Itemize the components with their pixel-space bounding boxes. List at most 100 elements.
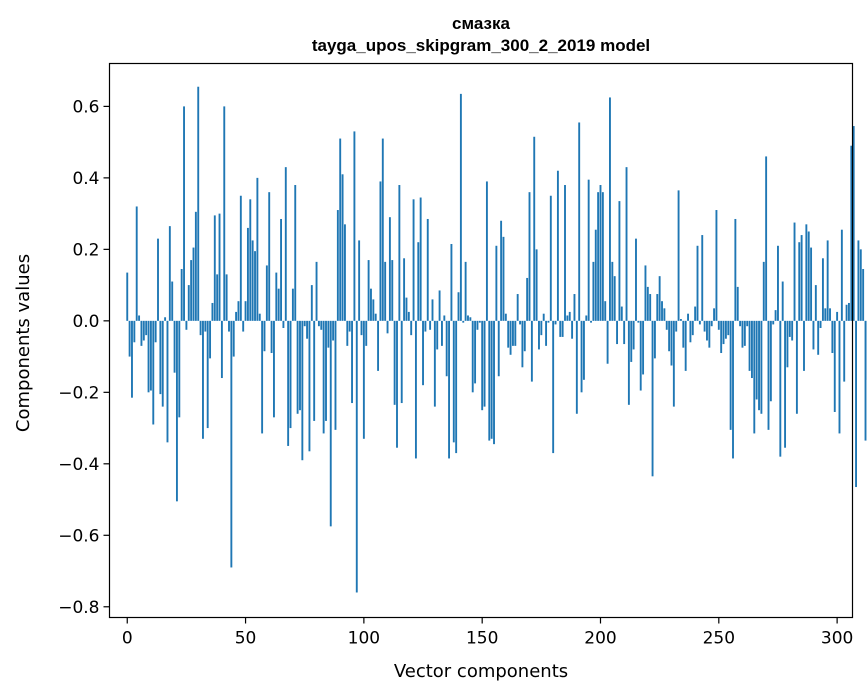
bar bbox=[228, 320, 230, 332]
bar bbox=[218, 213, 221, 321]
bar bbox=[616, 320, 618, 345]
bar bbox=[535, 249, 538, 321]
bar bbox=[601, 192, 604, 321]
bar bbox=[436, 320, 439, 350]
y-tick-label: −0.2 bbox=[58, 383, 99, 403]
bar bbox=[209, 320, 212, 359]
bar bbox=[194, 211, 197, 321]
bar bbox=[287, 320, 290, 446]
bar bbox=[670, 320, 673, 366]
bar bbox=[549, 195, 552, 321]
y-tick-label: −0.6 bbox=[58, 526, 99, 546]
bar bbox=[568, 311, 571, 321]
bar bbox=[183, 106, 185, 321]
bar bbox=[727, 320, 730, 336]
bar bbox=[313, 320, 316, 421]
chart-subtitle: tayga_upos_skipgram_300_2_2019 model bbox=[312, 36, 650, 55]
bar bbox=[138, 315, 141, 321]
bar bbox=[689, 320, 692, 343]
bar bbox=[850, 145, 853, 321]
bar bbox=[765, 156, 768, 321]
bar bbox=[379, 181, 382, 321]
bar bbox=[713, 308, 716, 321]
bar bbox=[533, 136, 536, 321]
bar bbox=[864, 320, 867, 441]
bar bbox=[552, 320, 555, 454]
bar bbox=[821, 258, 824, 321]
bar bbox=[564, 185, 566, 321]
bar bbox=[547, 320, 550, 323]
bar bbox=[732, 320, 734, 459]
bar bbox=[391, 260, 394, 321]
bar bbox=[438, 290, 441, 321]
bar bbox=[687, 313, 689, 321]
bar bbox=[152, 320, 155, 425]
bar bbox=[604, 301, 607, 321]
bar bbox=[270, 320, 273, 354]
bar bbox=[429, 320, 432, 330]
bar bbox=[154, 320, 157, 343]
bar bbox=[656, 294, 659, 321]
bar bbox=[445, 320, 448, 377]
bar bbox=[168, 226, 171, 321]
bar bbox=[232, 320, 235, 357]
bar bbox=[353, 131, 356, 321]
bar bbox=[838, 320, 841, 434]
bar bbox=[341, 174, 344, 321]
bar bbox=[251, 240, 254, 321]
bar bbox=[786, 320, 789, 368]
bar bbox=[843, 320, 846, 382]
bar bbox=[225, 274, 228, 321]
bar bbox=[708, 320, 711, 348]
bar bbox=[710, 320, 713, 327]
bar bbox=[509, 320, 512, 355]
bar bbox=[810, 247, 813, 321]
bar bbox=[180, 269, 183, 321]
bar bbox=[833, 320, 836, 412]
bar bbox=[289, 320, 292, 429]
bar bbox=[788, 320, 791, 337]
bar bbox=[393, 320, 396, 405]
bar bbox=[748, 320, 751, 371]
bar bbox=[190, 260, 193, 321]
bar bbox=[701, 235, 704, 321]
bar bbox=[680, 319, 682, 321]
bar bbox=[698, 320, 701, 325]
x-axis-ticks: 0 50 100 150 200 250 300 bbox=[122, 617, 853, 649]
bar bbox=[573, 294, 576, 321]
bar bbox=[760, 320, 763, 414]
bar bbox=[530, 320, 533, 382]
bar bbox=[493, 320, 495, 445]
bar bbox=[590, 320, 592, 323]
bar bbox=[365, 320, 368, 346]
bar bbox=[791, 320, 794, 341]
bar bbox=[441, 320, 443, 346]
bar bbox=[635, 238, 637, 321]
bar bbox=[540, 320, 543, 336]
bar bbox=[516, 294, 519, 321]
bar bbox=[459, 93, 462, 321]
bar bbox=[703, 320, 706, 332]
bar bbox=[526, 277, 529, 321]
bar bbox=[779, 320, 782, 457]
bar bbox=[462, 320, 465, 323]
bar bbox=[753, 320, 756, 434]
bar bbox=[370, 288, 372, 321]
bar bbox=[384, 261, 387, 321]
bar bbox=[346, 320, 349, 346]
bar bbox=[197, 86, 200, 321]
bar bbox=[131, 320, 133, 398]
bar bbox=[372, 299, 375, 321]
bar bbox=[623, 320, 626, 345]
bar bbox=[192, 247, 195, 321]
bar bbox=[261, 320, 264, 434]
bar bbox=[414, 320, 417, 459]
bar bbox=[377, 320, 380, 371]
bar bbox=[653, 320, 656, 359]
bar bbox=[772, 320, 775, 325]
bar bbox=[836, 311, 839, 321]
bar bbox=[308, 320, 311, 452]
bar bbox=[580, 320, 583, 393]
bar bbox=[448, 320, 450, 459]
bar bbox=[566, 315, 569, 321]
